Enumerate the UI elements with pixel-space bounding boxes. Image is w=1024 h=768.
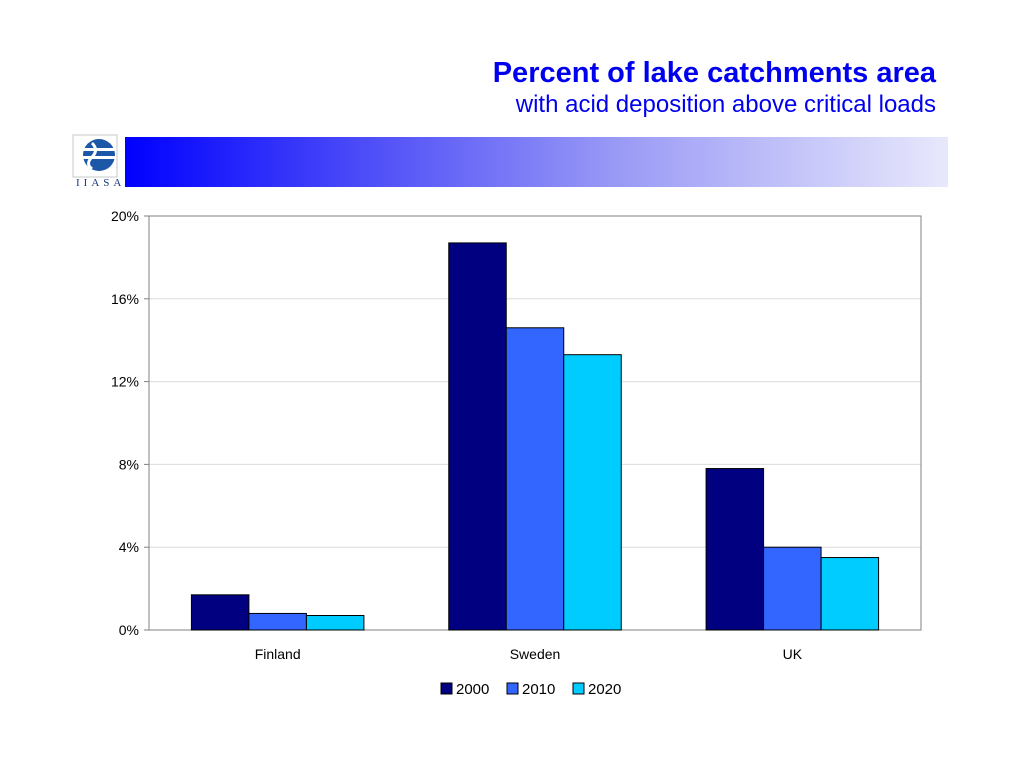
x-tick-label: UK: [783, 646, 803, 662]
bar-sweden-2000: [448, 242, 507, 631]
bar-uk-2020: [820, 557, 880, 631]
y-tick-label: 12%: [111, 374, 139, 390]
y-tick-label: 8%: [119, 456, 139, 472]
x-tick-label: Sweden: [510, 646, 561, 662]
y-tick-label: 16%: [111, 291, 139, 307]
title-block: Percent of lake catchments area with aci…: [493, 56, 936, 120]
legend-swatch-2000: [440, 682, 453, 695]
bar-finland-2020: [305, 615, 365, 631]
header-banner: [125, 137, 948, 187]
bar-finland-2010: [248, 612, 307, 631]
page-title: Percent of lake catchments area: [492, 57, 936, 89]
chart-legend: 2000 2010 2020: [440, 681, 621, 698]
bar-uk-2010: [763, 546, 822, 631]
logo-text: IIASA: [76, 177, 126, 189]
page-subtitle: with acid deposition above critical load…: [515, 91, 936, 118]
legend-label-2000: 2000: [456, 681, 489, 698]
x-tick-label: Finland: [255, 646, 301, 662]
legend-swatch-2010: [506, 682, 519, 695]
y-tick-label: 0%: [119, 622, 139, 638]
y-axis-ticks: 0% 4% 8% 12% 16% 20%: [111, 208, 149, 638]
bar-finland-2000: [190, 594, 250, 631]
iiasa-globe-icon: [72, 134, 118, 178]
x-axis-ticks: Finland Sweden UK: [255, 646, 803, 662]
bar-sweden-2010: [505, 327, 565, 631]
y-tick-label: 4%: [119, 539, 139, 555]
legend-label-2010: 2010: [522, 681, 555, 698]
bar-uk-2000: [705, 468, 765, 631]
legend-label-2020: 2020: [588, 681, 621, 698]
chart-bars: [190, 242, 880, 631]
legend-swatch-2020: [572, 682, 585, 695]
y-tick-label: 20%: [111, 208, 139, 224]
bar-sweden-2020: [563, 354, 622, 631]
